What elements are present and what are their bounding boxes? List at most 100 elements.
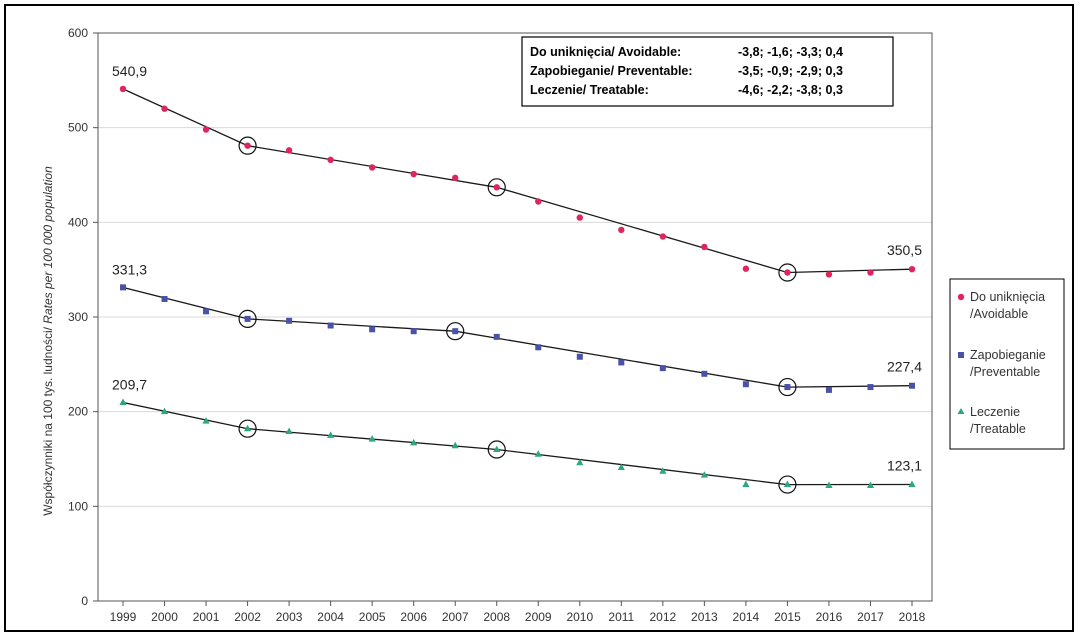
legend-item-treatable: Leczenie /Treatable	[957, 405, 1026, 436]
y-tick-label: 600	[68, 26, 88, 40]
data-point	[451, 441, 459, 449]
y-tick-label: 0	[81, 594, 88, 608]
data-point	[493, 445, 501, 453]
joinpoint-circle	[487, 178, 506, 197]
data-point	[866, 481, 875, 489]
data-point	[659, 365, 666, 372]
x-tick-labels: 1999 2000 2001 2002 2003 2004 2005 2006 2007 2008…	[110, 610, 926, 624]
data-point	[327, 322, 334, 329]
data-point	[618, 359, 625, 366]
line-chart: 0 100 200 300 400 500 600 1999 2000 2001 2002 2003…	[41, 26, 1065, 624]
data-point	[909, 382, 915, 389]
joinpoint-circle	[778, 475, 797, 494]
data-point	[161, 296, 168, 303]
joinpoint-circles	[238, 136, 797, 494]
data-point	[825, 271, 833, 278]
data-point	[784, 269, 791, 276]
legend-marker-treatable	[957, 408, 965, 414]
data-point	[452, 174, 459, 182]
x-tick-label: 2014	[733, 610, 760, 624]
x-tick-label: 2002	[234, 610, 261, 624]
data-point	[535, 198, 542, 205]
annotation-label-preventable: Zapobieganie/ Preventable:	[530, 64, 693, 78]
data-point	[825, 481, 833, 489]
x-tick-label: 1999	[110, 610, 137, 624]
data-point	[825, 386, 832, 393]
data-point	[244, 142, 251, 149]
y-tick-label: 200	[68, 405, 88, 419]
data-label-first: 209,7	[112, 376, 147, 392]
data-point	[244, 315, 251, 322]
data-point	[369, 326, 376, 333]
data-point	[368, 435, 376, 442]
data-point	[452, 328, 459, 335]
data-point	[243, 424, 252, 432]
data-label-first: 540,9	[112, 63, 147, 79]
x-tick-label: 2010	[566, 610, 593, 624]
data-point	[203, 308, 210, 315]
y-tick-label: 100	[68, 499, 88, 513]
data-point	[534, 450, 542, 457]
annotation-values-treatable: -4,6; -2,2; -3,8; 0,3	[738, 83, 843, 97]
joinpoint-circle	[238, 309, 257, 328]
trend-lines	[122, 88, 913, 486]
data-point	[742, 265, 750, 272]
data-point	[327, 156, 334, 164]
legend-item-preventable: Zapobieganie /Preventable	[958, 348, 1046, 379]
data-point	[285, 147, 293, 154]
data-point	[867, 269, 874, 276]
legend-item-avoidable: Do uniknięcia /Avoidable	[957, 290, 1045, 321]
legend-label-preventable-1: Zapobieganie	[970, 348, 1046, 362]
plot-area-border	[97, 32, 933, 602]
joinpoint-circle	[487, 440, 506, 459]
x-tick-label: 2001	[193, 610, 220, 624]
x-tick-label: 2007	[442, 610, 469, 624]
x-tick-label: 2005	[359, 610, 386, 624]
joinpoint-circle	[778, 377, 797, 397]
x-tick-label: 2013	[691, 610, 718, 624]
data-point	[493, 333, 500, 340]
legend-label-treatable-2: /Treatable	[970, 422, 1026, 436]
data-labels: 540,9 350,5 331,3 227,4 209,7 123,1	[112, 63, 922, 474]
data-point	[119, 398, 127, 405]
data-point	[659, 467, 667, 474]
x-tick-label: 2016	[816, 610, 843, 624]
x-tick-label: 2009	[525, 610, 552, 624]
joinpoint-circle	[778, 263, 797, 282]
x-tick-label: 2008	[483, 610, 510, 624]
data-point	[618, 226, 625, 234]
data-point	[742, 381, 749, 388]
data-point	[161, 105, 168, 112]
y-tick-label: 300	[68, 310, 88, 324]
data-label-last: 350,5	[887, 242, 922, 258]
data-point	[493, 184, 500, 191]
data-point	[202, 126, 210, 133]
data-label-first: 331,3	[112, 261, 147, 277]
data-point	[908, 265, 916, 273]
data-label-last: 123,1	[887, 457, 922, 473]
data-point	[576, 458, 584, 466]
data-point	[700, 471, 708, 478]
data-point	[784, 384, 791, 391]
x-tick-label: 2015	[774, 610, 801, 624]
data-point	[742, 480, 750, 488]
data-point	[410, 438, 418, 446]
legend-label-avoidable-1: Do uniknięcia	[970, 290, 1045, 304]
data-point	[410, 170, 417, 178]
data-point	[617, 463, 625, 471]
joinpoint-circle	[238, 136, 257, 155]
legend-label-preventable-2: /Preventable	[970, 365, 1040, 379]
data-point	[410, 328, 417, 335]
data-point	[535, 344, 542, 351]
annotation-values-preventable: -3,5; -0,9; -2,9; 0,3	[738, 64, 843, 78]
x-tick-label: 2004	[317, 610, 344, 624]
data-point	[701, 370, 708, 377]
legend-label-avoidable-2: /Avoidable	[970, 307, 1028, 321]
data-point	[576, 353, 583, 360]
annotation-values-avoidable: -3,8; -1,6; -3,3; 0,4	[738, 45, 843, 59]
annotation-box: Do uniknięcia/ Avoidable: -3,8; -1,6; -3…	[521, 36, 894, 107]
data-point	[327, 431, 335, 438]
data-point	[659, 233, 667, 240]
legend-marker-avoidable	[957, 293, 965, 301]
data-point	[368, 164, 376, 171]
